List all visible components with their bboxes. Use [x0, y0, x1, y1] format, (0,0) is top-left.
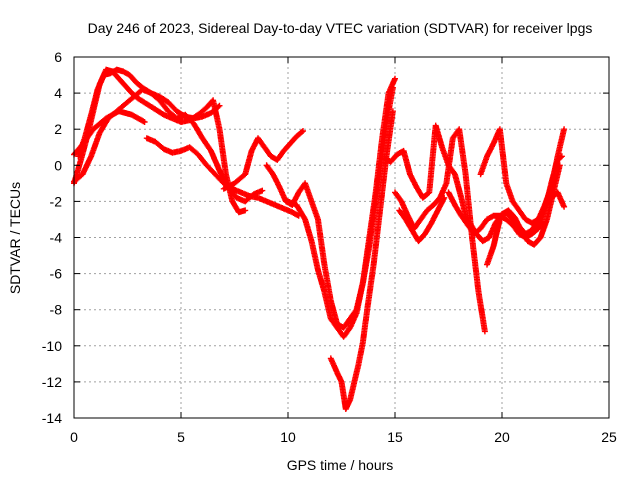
y-tick-label: -4 [50, 230, 63, 246]
x-axis-label: GPS time / hours [287, 457, 394, 473]
series-track-14 [477, 126, 568, 227]
y-tick-label: 6 [54, 49, 62, 65]
series-track-10 [381, 122, 471, 228]
data-series [71, 66, 568, 412]
y-tick-label: 4 [54, 85, 62, 101]
y-tick-label: -12 [42, 374, 62, 390]
series-track-9 [327, 108, 396, 412]
x-tick-label: 15 [387, 429, 403, 445]
y-tick-label: -8 [50, 302, 63, 318]
x-tick-label: 25 [601, 429, 617, 445]
series-markers [327, 108, 396, 412]
series-track-16 [396, 194, 448, 245]
series-markers [381, 122, 471, 228]
y-tick-label: -14 [42, 410, 62, 426]
y-tick-label: 2 [54, 121, 62, 137]
series-markers [396, 194, 448, 245]
y-tick-label: -6 [50, 266, 63, 282]
x-tick-label: 10 [280, 429, 296, 445]
x-tick-label: 20 [494, 429, 510, 445]
y-tick-label: -2 [50, 193, 63, 209]
chart-title: Day 246 of 2023, Sidereal Day-to-day VTE… [88, 20, 593, 36]
series-markers [484, 189, 568, 268]
x-tick-label: 5 [177, 429, 185, 445]
series-track-6 [220, 128, 306, 192]
series-markers [477, 126, 568, 227]
series-track-15 [484, 189, 568, 268]
y-tick-label: 0 [54, 157, 62, 173]
series-markers [285, 84, 396, 340]
x-tick-label: 0 [70, 429, 78, 445]
series-markers [220, 128, 306, 192]
series-track-8 [285, 84, 396, 340]
y-tick-label: -10 [42, 338, 62, 354]
y-axis-label: SDTVAR / TECUs [7, 182, 23, 294]
